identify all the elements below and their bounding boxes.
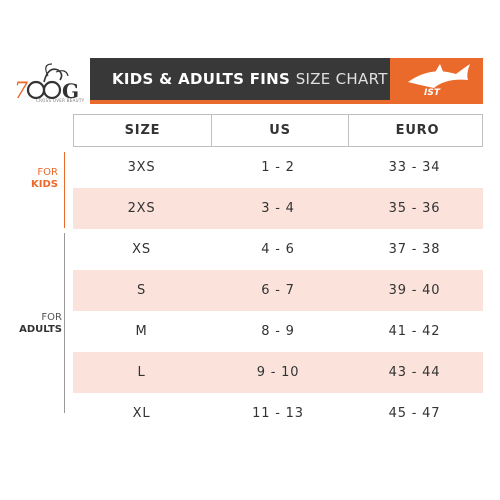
us-cell: 8 - 9 xyxy=(261,324,295,339)
table-row: L 9 - 10 43 - 44 xyxy=(73,352,483,393)
us-cell: 11 - 13 xyxy=(252,406,304,421)
size-cell: S xyxy=(136,283,147,298)
us-cell: 6 - 7 xyxy=(261,283,295,298)
header-euro: EURO xyxy=(348,115,486,146)
euro-cell: 33 - 34 xyxy=(388,160,441,175)
euro-cell: 45 - 47 xyxy=(388,406,441,421)
header: 7 G CROSS OVER BEAUTY KIDS & ADULTS FINS… xyxy=(0,58,500,104)
size-chart-table: SIZE US EURO 3XS 1 - 2 33 - 34 2XS 3 - 4… xyxy=(73,114,483,434)
euro-cell: 39 - 40 xyxy=(388,283,441,298)
logo-tagline: CROSS OVER BEAUTY xyxy=(36,98,85,103)
kids-label-sub: FOR xyxy=(37,167,58,178)
kids-label-main: KIDS xyxy=(31,179,58,190)
euro-cell: 41 - 42 xyxy=(388,324,441,339)
us-cell: 9 - 10 xyxy=(256,365,300,380)
header-us: US xyxy=(211,115,348,146)
brand-logo: 7 G xyxy=(12,62,90,110)
title-bar: KIDS & ADULTS FINS SIZE CHART xyxy=(90,58,415,104)
euro-cell: 37 - 38 xyxy=(388,242,441,257)
title-bold: KIDS & ADULTS FINS xyxy=(112,70,291,88)
size-cell: 2XS xyxy=(127,201,156,216)
table-row: XS 4 - 6 37 - 38 xyxy=(73,229,483,270)
chart-title: KIDS & ADULTS FINS SIZE CHART xyxy=(112,70,388,88)
brand-badge: IST xyxy=(390,58,483,104)
table-row: S 6 - 7 39 - 40 xyxy=(73,270,483,311)
us-cell: 3 - 4 xyxy=(261,201,295,216)
adults-bracket xyxy=(64,233,65,413)
us-cell: 4 - 6 xyxy=(261,242,295,257)
size-cell: 3XS xyxy=(127,160,156,175)
svg-text:7: 7 xyxy=(14,79,28,104)
kids-group-label: FOR KIDS xyxy=(8,167,58,191)
size-cell: L xyxy=(137,365,146,380)
euro-cell: 35 - 36 xyxy=(388,201,441,216)
size-cell: XS xyxy=(132,242,151,257)
adults-group-label: FOR ADULTS xyxy=(8,312,62,336)
octopus-logo-icon: 7 G xyxy=(14,63,79,104)
us-cell: 1 - 2 xyxy=(261,160,295,175)
adults-label-main: ADULTS xyxy=(19,324,62,335)
table-header-row: SIZE US EURO xyxy=(73,114,483,147)
header-size: SIZE xyxy=(124,123,161,138)
euro-cell: 43 - 44 xyxy=(388,365,441,380)
svg-text:G: G xyxy=(62,79,79,103)
shark-icon xyxy=(408,64,470,88)
adults-label-sub: FOR xyxy=(41,312,62,323)
title-thin: SIZE CHART xyxy=(295,70,388,88)
table-row: 3XS 1 - 2 33 - 34 xyxy=(73,147,483,188)
table-row: XL 11 - 13 45 - 47 xyxy=(73,393,483,434)
size-cell: M xyxy=(135,324,148,339)
table-row: M 8 - 9 41 - 42 xyxy=(73,311,483,352)
table-row: 2XS 3 - 4 35 - 36 xyxy=(73,188,483,229)
size-cell: XL xyxy=(132,406,151,421)
brand-logo-text: IST xyxy=(424,88,440,98)
kids-bracket xyxy=(64,152,65,228)
